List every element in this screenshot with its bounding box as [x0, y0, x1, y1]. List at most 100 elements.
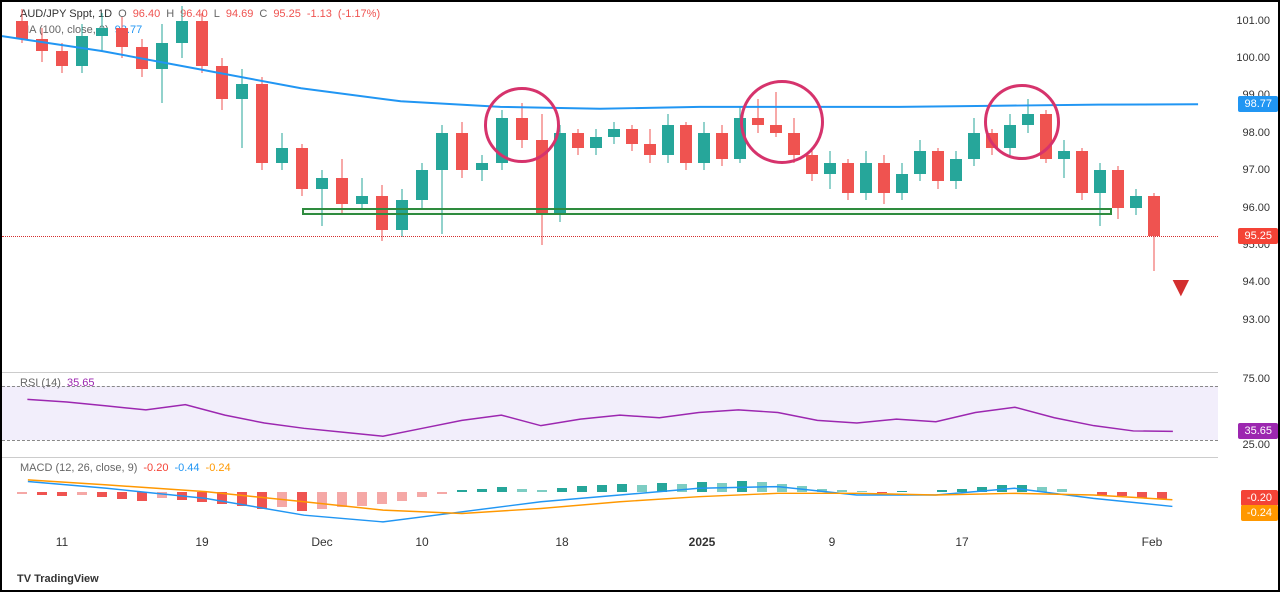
candle[interactable]: [716, 2, 728, 357]
candle[interactable]: [516, 2, 528, 357]
macd-bar: [577, 486, 587, 492]
macd-bar: [677, 484, 687, 493]
candle[interactable]: [36, 2, 48, 357]
candle[interactable]: [734, 2, 746, 357]
candle[interactable]: [1094, 2, 1106, 357]
macd-bar: [537, 490, 547, 492]
candle[interactable]: [770, 2, 782, 357]
candle[interactable]: [16, 2, 28, 357]
candle[interactable]: [1022, 2, 1034, 357]
candle[interactable]: [356, 2, 368, 357]
rsi-y-tick: 25.00: [1242, 439, 1270, 451]
candle[interactable]: [806, 2, 818, 357]
candle[interactable]: [896, 2, 908, 357]
candle[interactable]: [626, 2, 638, 357]
macd-bar: [277, 492, 287, 507]
candle[interactable]: [1112, 2, 1124, 357]
candle[interactable]: [76, 2, 88, 357]
macd-bar: [637, 485, 647, 492]
macd-bar: [797, 486, 807, 492]
candle[interactable]: [296, 2, 308, 357]
candle[interactable]: [136, 2, 148, 357]
candle[interactable]: [1004, 2, 1016, 357]
time-tick-label: Dec: [311, 535, 332, 549]
candle[interactable]: [496, 2, 508, 357]
candle[interactable]: [536, 2, 548, 357]
macd-bar: [1157, 492, 1167, 499]
candle[interactable]: [436, 2, 448, 357]
down-arrow-icon: ▼: [1167, 271, 1195, 303]
macd-bar: [297, 492, 307, 511]
candle[interactable]: [842, 2, 854, 357]
candle[interactable]: [662, 2, 674, 357]
time-tick-label: 19: [195, 535, 208, 549]
macd-bar: [857, 491, 867, 492]
candle[interactable]: [986, 2, 998, 357]
candle[interactable]: [96, 2, 108, 357]
macd-bar: [57, 492, 67, 496]
candle[interactable]: [1130, 2, 1142, 357]
tv-logo-icon: TV: [17, 573, 31, 585]
candle[interactable]: [56, 2, 68, 357]
candle[interactable]: [644, 2, 656, 357]
price-panel[interactable]: AUD/JPY Sppt, 1D O96.40 H96.40 L94.69 C9…: [2, 2, 1218, 357]
candle[interactable]: [968, 2, 980, 357]
candle[interactable]: [878, 2, 890, 357]
candle[interactable]: [950, 2, 962, 357]
macd-bar: [737, 481, 747, 492]
macd-macd-value: -0.44: [174, 462, 199, 474]
candle[interactable]: [914, 2, 926, 357]
macd-bar: [357, 492, 367, 506]
time-axis: 1119Dec10182025917Feb: [2, 535, 1218, 560]
candle[interactable]: [236, 2, 248, 357]
macd-bar: [1097, 492, 1107, 495]
candle[interactable]: [1148, 2, 1160, 357]
candle[interactable]: [416, 2, 428, 357]
candle[interactable]: [698, 2, 710, 357]
candle[interactable]: [824, 2, 836, 357]
macd-bar: [817, 489, 827, 492]
rsi-panel[interactable]: RSI (14) 35.65: [2, 372, 1218, 452]
candle[interactable]: [680, 2, 692, 357]
macd-bar: [757, 482, 767, 492]
y-tick-label: 96.00: [1242, 202, 1270, 214]
candle[interactable]: [932, 2, 944, 357]
rsi-y-tick: 75.00: [1242, 373, 1270, 385]
candle[interactable]: [196, 2, 208, 357]
candle[interactable]: [396, 2, 408, 357]
macd-bar: [217, 492, 227, 504]
candle[interactable]: [554, 2, 566, 357]
candle[interactable]: [376, 2, 388, 357]
candle[interactable]: [590, 2, 602, 357]
candle[interactable]: [116, 2, 128, 357]
candle[interactable]: [336, 2, 348, 357]
candle[interactable]: [316, 2, 328, 357]
macd-bar: [597, 485, 607, 493]
candle[interactable]: [860, 2, 872, 357]
macd-y-axis: -0.20-0.24: [1218, 457, 1278, 532]
macd-bar: [337, 492, 347, 507]
candle[interactable]: [572, 2, 584, 357]
macd-bar: [77, 492, 87, 495]
macd-panel[interactable]: MACD (12, 26, close, 9) -0.20 -0.44 -0.2…: [2, 457, 1218, 532]
macd-bar: [197, 492, 207, 502]
time-tick-label: 11: [56, 535, 68, 549]
candle[interactable]: [752, 2, 764, 357]
candle[interactable]: [608, 2, 620, 357]
candle[interactable]: [788, 2, 800, 357]
macd-bar: [1117, 492, 1127, 496]
candle[interactable]: [156, 2, 168, 357]
candle[interactable]: [456, 2, 468, 357]
candle[interactable]: [1040, 2, 1052, 357]
candle[interactable]: [256, 2, 268, 357]
candle[interactable]: [476, 2, 488, 357]
candle[interactable]: [1058, 2, 1070, 357]
macd-bar: [1057, 489, 1067, 492]
candle[interactable]: [276, 2, 288, 357]
candle[interactable]: [176, 2, 188, 357]
candle[interactable]: [1076, 2, 1088, 357]
macd-bar: [877, 492, 887, 493]
macd-hist-value: -0.20: [143, 462, 168, 474]
candle[interactable]: [216, 2, 228, 357]
macd-bar: [977, 487, 987, 492]
